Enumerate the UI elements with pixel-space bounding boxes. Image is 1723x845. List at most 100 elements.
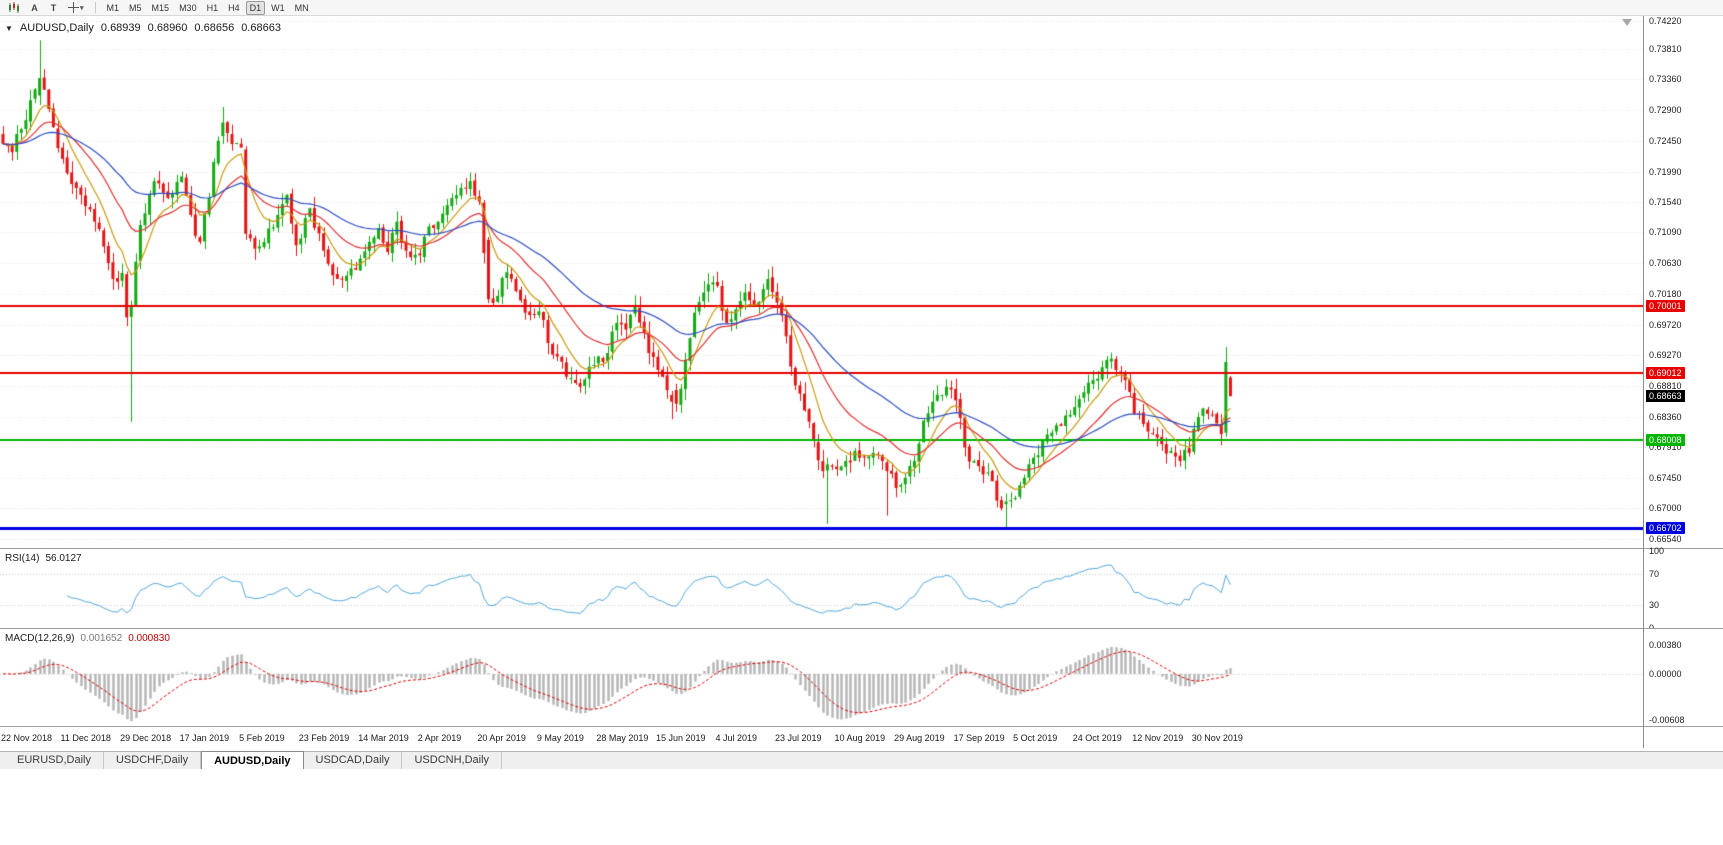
toolbar-separator — [94, 2, 96, 13]
date-label: 9 May 2019 — [536, 733, 584, 743]
date-label: 2 Apr 2019 — [417, 733, 462, 743]
price-tick-label: 0.68360 — [1649, 411, 1682, 422]
auto-scroll-button[interactable]: A — [31, 2, 38, 13]
price-tick-label: 0.70180 — [1649, 288, 1682, 299]
main-chart-pane: ▼ AUDUSD,Daily 0.68939 0.68960 0.68656 0… — [0, 16, 1723, 548]
ohlc-close: 0.68663 — [241, 22, 281, 34]
chart-shift-marker[interactable] — [1622, 19, 1632, 26]
date-label: 17 Jan 2019 — [179, 733, 230, 743]
price-tick-label: 0.71540 — [1649, 197, 1682, 208]
price-level-label: 0.69012 — [1646, 366, 1685, 379]
timeframe-button-d1[interactable]: D1 — [245, 0, 266, 15]
macd-signal-value: 0.000830 — [128, 633, 170, 644]
date-label: 28 May 2019 — [596, 733, 649, 743]
rsi-scale-axis[interactable]: 10070300 — [1644, 546, 1723, 633]
rsi-title: RSI(14) 56.0127 — [5, 553, 82, 564]
bid-price-label: 0.68663 — [1646, 390, 1685, 403]
price-tick-label: 0.71090 — [1649, 227, 1682, 238]
price-tick-label: 0.71990 — [1649, 166, 1682, 177]
chart-symbol-period: AUDUSD,Daily — [19, 22, 94, 34]
macd-title: MACD(12,26,9) 0.001652 0.000830 — [5, 633, 170, 644]
text-tool-button[interactable]: T — [50, 2, 57, 13]
chart-tab-usdchf-daily[interactable]: USDCHF,Daily — [104, 752, 202, 769]
crosshair-tool-button[interactable]: ▾ — [64, 1, 88, 15]
dropdown-arrow-icon[interactable]: ▼ — [5, 23, 13, 33]
price-tick-label: 0.68810 — [1649, 381, 1682, 392]
date-label: 20 Apr 2019 — [477, 733, 526, 743]
chart-tab-usdcad-daily[interactable]: USDCAD,Daily — [304, 752, 403, 769]
price-tick-label: 0.72900 — [1649, 105, 1682, 116]
chart-tab-bar: EURUSD,Daily USDCHF,Daily AUDUSD,Daily USDC… — [0, 751, 1723, 769]
price-tick-label: 0.73360 — [1649, 74, 1682, 85]
rsi-pane: RSI(14) 56.0127 10070300 — [0, 546, 1723, 633]
window-background — [0, 770, 1723, 845]
price-tick-label: 0.67450 — [1649, 472, 1682, 483]
date-label: 11 Dec 2018 — [60, 733, 111, 743]
timeframe-group: M1 M5 M15 M30 H1 H4 D1 W1 MN — [103, 0, 313, 15]
price-chart-canvas[interactable] — [0, 16, 1643, 548]
date-label: 23 Feb 2019 — [298, 733, 350, 743]
timeframe-button-m30[interactable]: M30 — [179, 2, 197, 13]
timeframe-button-m1[interactable]: M1 — [106, 2, 120, 13]
macd-scale-label: -0.00608 — [1649, 715, 1685, 725]
macd-pane: MACD(12,26,9) 0.001652 0.000830 0.00380 0… — [0, 629, 1723, 726]
pane-separator — [0, 726, 1723, 727]
pane-separator[interactable] — [0, 628, 1723, 629]
rsi-name: RSI(14) — [5, 553, 40, 564]
date-label: 5 Feb 2019 — [239, 733, 285, 743]
macd-scale-label: 0.00000 — [1649, 668, 1682, 679]
date-label: 23 Jul 2019 — [775, 733, 822, 743]
rsi-scale-label: 30 — [1649, 599, 1660, 610]
ohlc-open: 0.68939 — [100, 22, 141, 34]
date-label: 4 Jul 2019 — [715, 733, 758, 743]
chart-tab-eurusd-daily[interactable]: EURUSD,Daily — [5, 752, 104, 769]
date-label: 14 Mar 2019 — [358, 733, 409, 743]
timeframe-button-h1[interactable]: H1 — [206, 2, 219, 13]
pane-separator[interactable] — [0, 548, 1723, 549]
macd-scale-label: 0.00380 — [1649, 640, 1682, 650]
date-label: 22 Nov 2018 — [1, 733, 53, 743]
chart-type-button[interactable] — [4, 1, 24, 15]
price-tick-label: 0.72450 — [1649, 135, 1682, 146]
rsi-scale-label: 70 — [1649, 569, 1660, 580]
rsi-canvas[interactable] — [0, 549, 1643, 628]
price-tick-label: 0.69720 — [1649, 319, 1682, 330]
chart-title: ▼ AUDUSD,Daily 0.68939 0.68960 0.68656 0… — [5, 22, 281, 34]
timeframe-button-h4[interactable]: H4 — [228, 2, 240, 13]
chart-tab-usdcnh-daily[interactable]: USDCNH,Daily — [402, 752, 503, 769]
price-tick-label: 0.74220 — [1649, 16, 1682, 27]
price-level-label: 0.68008 — [1646, 434, 1685, 447]
timeframe-button-m15[interactable]: M15 — [151, 2, 170, 13]
macd-main-value: 0.001652 — [80, 633, 123, 644]
price-tick-label: 0.73810 — [1649, 44, 1682, 55]
price-level-label: 0.66702 — [1646, 522, 1685, 535]
axis-separator-line — [1643, 16, 1644, 748]
timeframe-button-m5[interactable]: M5 — [129, 2, 142, 13]
price-tick-label: 0.66540 — [1649, 534, 1682, 545]
price-tick-label: 0.70630 — [1649, 258, 1682, 269]
macd-name: MACD(12,26,9) — [5, 633, 75, 644]
macd-canvas[interactable] — [0, 629, 1643, 726]
chart-tab-audusd-daily[interactable]: AUDUSD,Daily — [201, 751, 304, 769]
chevron-down-icon: ▾ — [80, 4, 84, 12]
price-level-label: 0.70001 — [1646, 299, 1685, 312]
date-label: 17 Sep 2019 — [953, 733, 1005, 743]
macd-scale-axis[interactable]: 0.00380 0.00000 -0.00608 — [1644, 629, 1723, 726]
timeframe-button-w1[interactable]: W1 — [271, 2, 285, 13]
time-axis[interactable]: 22 Nov 2018 11 Dec 2018 29 Dec 2018 17 Jan … — [0, 727, 1723, 748]
price-axis[interactable]: 0.68663 0.74220 0.73810 0.73360 0.72900 0.72… — [1644, 16, 1723, 548]
price-tick-label: 0.67910 — [1649, 441, 1682, 452]
date-label: 29 Dec 2018 — [120, 733, 172, 743]
ohlc-low: 0.68656 — [194, 22, 235, 34]
date-label: 12 Nov 2019 — [1132, 733, 1184, 743]
date-label: 10 Aug 2019 — [834, 733, 886, 743]
date-label: 29 Aug 2019 — [894, 733, 945, 743]
date-label: 30 Nov 2019 — [1191, 733, 1243, 743]
price-tick-label: 0.67000 — [1649, 503, 1682, 514]
rsi-scale-label: 100 — [1649, 546, 1665, 556]
price-tick-label: 0.69270 — [1649, 350, 1682, 361]
date-label: 15 Jun 2019 — [655, 733, 706, 743]
timeframe-button-mn[interactable]: MN — [294, 2, 309, 13]
date-label: 5 Oct 2019 — [1013, 733, 1058, 743]
